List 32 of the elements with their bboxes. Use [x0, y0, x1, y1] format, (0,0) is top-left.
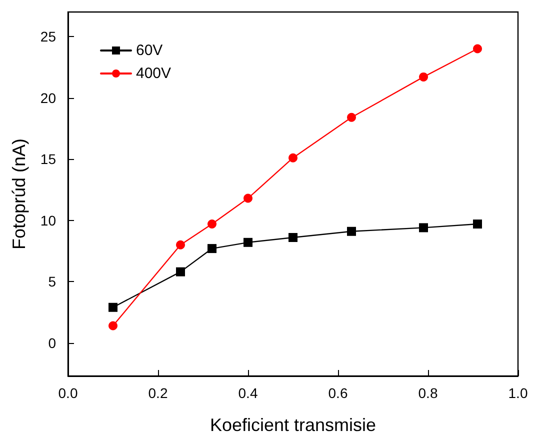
y-tick-label: 25: [40, 28, 56, 45]
point: [108, 321, 118, 330]
x-tick-label: 0.0: [58, 385, 78, 401]
point: [176, 267, 185, 276]
y-tick-label: 20: [40, 90, 56, 106]
y-tick-label: 5: [48, 274, 56, 290]
point: [473, 220, 482, 229]
point: [473, 44, 482, 54]
point: [347, 112, 356, 122]
y-tick-label: 15: [40, 151, 56, 168]
x-tick-label: 1.0: [508, 385, 528, 401]
legend-label: 400V: [136, 65, 172, 82]
y-tick-label: 0: [48, 334, 56, 351]
y-tick-label: 10: [40, 212, 56, 228]
point: [244, 194, 252, 203]
x-axis-title: Koeficient transmisie: [210, 415, 376, 435]
point: [176, 240, 185, 250]
point: [419, 223, 428, 232]
x-tick-label: 0.4: [238, 385, 258, 401]
x-tick-label: 0.2: [148, 385, 168, 401]
x-tick-label: 0.8: [418, 385, 438, 401]
point: [288, 233, 298, 242]
legend-label: 60V: [136, 42, 163, 59]
y-axis-title: Fotoprúd (nA): [9, 138, 29, 250]
point: [347, 226, 356, 236]
point: [419, 72, 428, 82]
x-tick-label: 0.6: [328, 385, 348, 401]
point: [208, 244, 216, 254]
point: [244, 238, 252, 247]
point: [208, 220, 216, 229]
point: [288, 153, 298, 162]
point: [108, 302, 118, 312]
